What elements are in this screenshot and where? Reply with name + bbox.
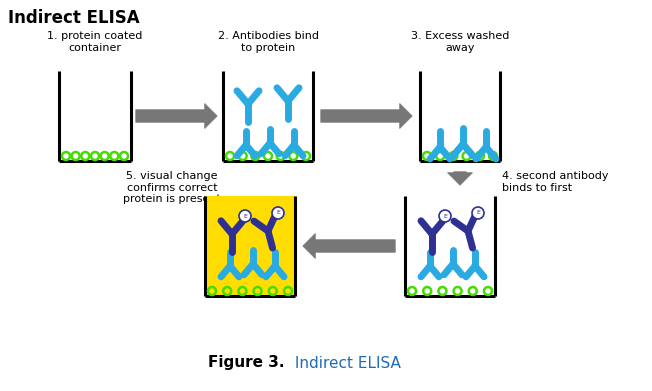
- Text: 3. Excess washed
away: 3. Excess washed away: [411, 31, 509, 53]
- Circle shape: [472, 207, 484, 219]
- Text: Indirect ELISA: Indirect ELISA: [290, 355, 401, 371]
- Text: 2. Antibodies bind
to protein: 2. Antibodies bind to protein: [218, 31, 318, 53]
- Text: Figure 3.: Figure 3.: [209, 355, 285, 371]
- Polygon shape: [205, 196, 295, 296]
- Text: 5. visual change
confirms correct
protein is present: 5. visual change confirms correct protei…: [123, 171, 221, 204]
- Text: E: E: [443, 213, 447, 219]
- Text: 4. second antibody
binds to first: 4. second antibody binds to first: [502, 171, 608, 193]
- Circle shape: [272, 207, 284, 219]
- Text: 1. protein coated
container: 1. protein coated container: [48, 31, 143, 53]
- Text: E: E: [476, 210, 480, 215]
- Text: E: E: [276, 210, 280, 215]
- Text: E: E: [243, 213, 247, 219]
- Circle shape: [239, 210, 251, 222]
- Text: Indirect ELISA: Indirect ELISA: [8, 9, 140, 27]
- Circle shape: [439, 210, 451, 222]
